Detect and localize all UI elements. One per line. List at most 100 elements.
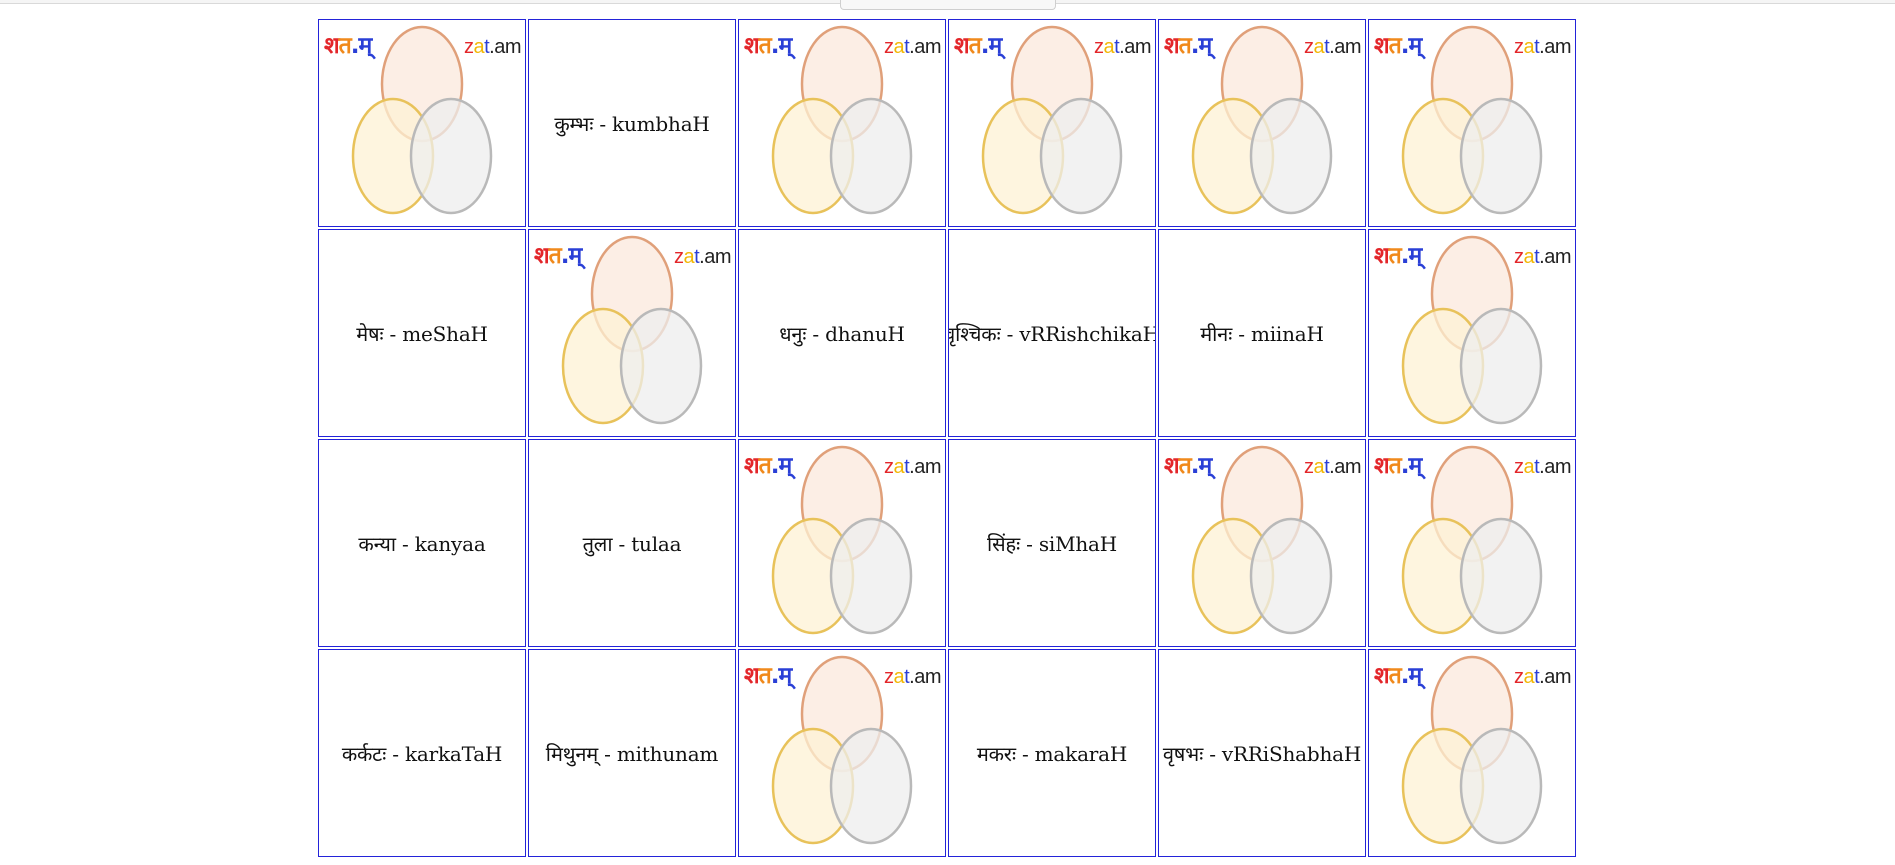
logo-shatam: शत.म् xyxy=(744,448,792,480)
card-face-up[interactable]: मीनः - miinaH xyxy=(1158,229,1366,437)
logo-glyph: z xyxy=(883,36,894,58)
venn-circles-icon xyxy=(771,655,913,845)
card-back-logo: शत.म् zat.am xyxy=(739,440,945,646)
venn-circles-icon xyxy=(1401,655,1543,845)
logo-glyph: श xyxy=(534,243,550,269)
card-face-up[interactable]: मिथुनम् - mithunam xyxy=(528,649,736,857)
card-back-logo: शत.म् zat.am xyxy=(739,650,945,856)
logo-glyph: .am xyxy=(1119,36,1151,58)
logo-glyph: a xyxy=(1523,246,1535,268)
logo-zatam: zat.am xyxy=(883,456,942,479)
card-face-up[interactable]: वृषभः - vRRiShabhaH xyxy=(1158,649,1366,857)
logo-shatam: शत.म् xyxy=(1374,238,1422,270)
card-back-logo: शत.म् zat.am xyxy=(1159,20,1365,226)
card-face-up[interactable]: मकरः - makaraH xyxy=(948,649,1156,857)
venn-circles-icon xyxy=(1401,25,1543,215)
card-face-up[interactable]: सिंहः - siMhaH xyxy=(948,439,1156,647)
card-face-up[interactable]: तुला - tulaa xyxy=(528,439,736,647)
logo-glyph: a xyxy=(893,666,905,688)
card-back-logo: शत.म् zat.am xyxy=(529,230,735,436)
card-word: मिथुनम् - mithunam xyxy=(545,741,719,766)
circle-right xyxy=(1459,307,1543,425)
logo-glyph: a xyxy=(1313,36,1325,58)
logo-shatam: शत.म् xyxy=(1374,448,1422,480)
card-word: सिंहः - siMhaH xyxy=(986,531,1118,556)
card-face-down[interactable]: शत.म् zat.am xyxy=(318,19,526,227)
logo-glyph: .म् xyxy=(1400,663,1422,689)
card-word: वृषभः - vRRiShabhaH xyxy=(1162,741,1362,766)
card-face-up[interactable]: धनुः - dhanuH xyxy=(738,229,946,437)
venn-circles-icon xyxy=(351,25,493,215)
logo-glyph: a xyxy=(1313,456,1325,478)
logo-glyph: .म् xyxy=(770,453,792,479)
card-face-up[interactable]: वृश्चिकः - vRRishchikaH xyxy=(948,229,1156,437)
card-back-logo: शत.म् zat.am xyxy=(949,20,1155,226)
logo-glyph: श xyxy=(324,33,340,59)
logo-glyph: त xyxy=(1178,453,1192,479)
card-face-down[interactable]: शत.म् zat.am xyxy=(1158,19,1366,227)
card-face-down[interactable]: शत.म् zat.am xyxy=(1368,229,1576,437)
logo-shatam: शत.म् xyxy=(744,658,792,690)
circle-right xyxy=(1249,517,1333,635)
logo-glyph: श xyxy=(1164,33,1180,59)
top-bar-handle[interactable] xyxy=(840,0,1056,10)
logo-glyph: .am xyxy=(909,36,941,58)
logo-shatam: शत.म् xyxy=(1374,28,1422,60)
card-word: कर्कटः - karkaTaH xyxy=(341,741,503,766)
logo-glyph: .म् xyxy=(1400,33,1422,59)
logo-glyph: z xyxy=(1513,666,1524,688)
card-face-up[interactable]: कुम्भः - kumbhaH xyxy=(528,19,736,227)
card-face-down[interactable]: शत.म् zat.am xyxy=(948,19,1156,227)
logo-glyph: .म् xyxy=(980,33,1002,59)
card-face-down[interactable]: शत.म् zat.am xyxy=(1158,439,1366,647)
card-face-down[interactable]: शत.म् zat.am xyxy=(738,19,946,227)
logo-glyph: श xyxy=(744,663,760,689)
card-face-down[interactable]: शत.म् zat.am xyxy=(528,229,736,437)
card-face-down[interactable]: शत.म् zat.am xyxy=(1368,649,1576,857)
logo-glyph: t xyxy=(1534,36,1540,58)
logo-glyph: z xyxy=(1513,456,1524,478)
logo-shatam: शत.म् xyxy=(324,28,372,60)
logo-glyph: t xyxy=(1324,456,1330,478)
logo-glyph: .am xyxy=(699,246,731,268)
circle-right xyxy=(619,307,703,425)
logo-glyph: श xyxy=(1374,453,1390,479)
logo-shatam: शत.म् xyxy=(1164,28,1212,60)
card-word: वृश्चिकः - vRRishchikaH xyxy=(948,321,1156,346)
venn-circles-icon xyxy=(561,235,703,425)
card-face-up[interactable]: कन्या - kanyaa xyxy=(318,439,526,647)
card-back-logo: शत.म् zat.am xyxy=(1159,440,1365,646)
logo-glyph: t xyxy=(1324,36,1330,58)
logo-glyph: त xyxy=(338,33,352,59)
logo-glyph: .म् xyxy=(1400,243,1422,269)
venn-circles-icon xyxy=(1401,445,1543,635)
logo-glyph: z xyxy=(1513,246,1524,268)
logo-glyph: श xyxy=(1374,33,1390,59)
card-face-up[interactable]: मेषः - meShaH xyxy=(318,229,526,437)
logo-zatam: zat.am xyxy=(1513,246,1572,269)
logo-glyph: त xyxy=(1388,663,1402,689)
card-face-down[interactable]: शत.म् zat.am xyxy=(1368,439,1576,647)
card-face-down[interactable]: शत.म् zat.am xyxy=(738,649,946,857)
logo-glyph: .म् xyxy=(770,663,792,689)
card-word: तुला - tulaa xyxy=(582,531,682,556)
logo-glyph: त xyxy=(1388,453,1402,479)
card-face-down[interactable]: शत.म् zat.am xyxy=(738,439,946,647)
card-face-down[interactable]: शत.म् zat.am xyxy=(1368,19,1576,227)
logo-glyph: .म् xyxy=(350,33,372,59)
circle-right xyxy=(1459,517,1543,635)
card-back-logo: शत.म् zat.am xyxy=(1369,20,1575,226)
venn-circles-icon xyxy=(771,445,913,635)
logo-glyph: z xyxy=(883,456,894,478)
card-word: धनुः - dhanuH xyxy=(779,321,905,346)
logo-glyph: .am xyxy=(489,36,521,58)
logo-zatam: zat.am xyxy=(1304,456,1362,479)
logo-zatam: zat.am xyxy=(1094,36,1152,59)
logo-glyph: t xyxy=(904,666,910,688)
venn-circles-icon xyxy=(981,25,1123,215)
logo-zatam: zat.am xyxy=(674,246,732,269)
logo-glyph: a xyxy=(893,456,905,478)
circle-right xyxy=(409,97,493,215)
logo-glyph: z xyxy=(463,36,474,58)
card-face-up[interactable]: कर्कटः - karkaTaH xyxy=(318,649,526,857)
